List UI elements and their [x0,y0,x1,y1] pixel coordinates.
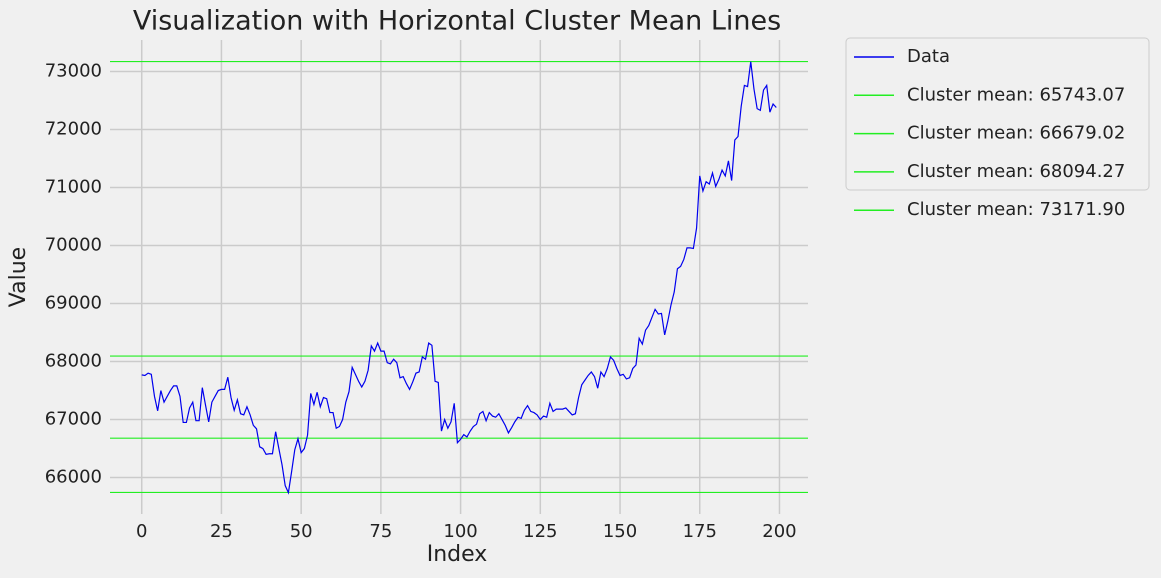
y-tick-label: 72000 [45,119,102,140]
y-tick-label: 71000 [45,177,102,198]
x-tick-label: 200 [762,521,796,542]
y-tick-label: 69000 [45,293,102,314]
x-tick-label: 0 [136,521,147,542]
x-axis-label: Index [427,542,488,567]
y-tick-label: 66000 [45,467,102,488]
legend-label: Cluster mean: 68094.27 [907,161,1125,182]
x-tick-label: 25 [210,521,233,542]
y-tick-label: 67000 [45,409,102,430]
legend-label: Cluster mean: 65743.07 [907,84,1125,105]
x-tick-label: 100 [443,521,477,542]
x-tick-label: 75 [369,521,392,542]
data-line [141,61,777,495]
legend-label: Cluster mean: 66679.02 [907,123,1125,144]
x-tick-label: 50 [290,521,313,542]
y-tick-label: 68000 [45,351,102,372]
legend-label: Cluster mean: 73171.90 [907,199,1125,220]
legend-label: Data [907,46,950,67]
legend-box [845,37,1150,191]
y-tick-label: 73000 [45,61,102,82]
x-tick-label: 150 [603,521,637,542]
chart-title: Visualization with Horizontal Cluster Me… [133,6,781,37]
x-tick-label: 175 [683,521,717,542]
x-tick-label: 125 [523,521,557,542]
y-axis-label: Value [6,247,31,307]
y-tick-label: 70000 [45,235,102,256]
